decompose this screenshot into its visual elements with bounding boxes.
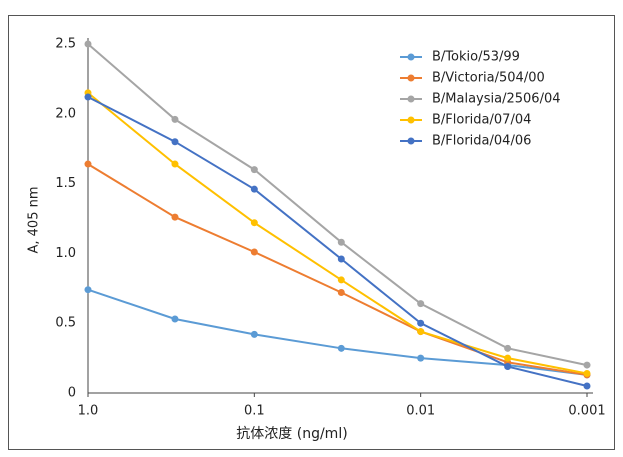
data-point — [250, 330, 258, 338]
data-point — [171, 213, 179, 221]
legend-label: B/Tokio/53/99 — [432, 50, 520, 65]
x-tick-label: 0.001 — [568, 404, 605, 419]
y-tick-label: 1.5 — [55, 176, 76, 191]
data-point — [171, 115, 179, 123]
y-tick-label: 0 — [68, 386, 76, 401]
x-tick-label: 0.1 — [244, 404, 265, 419]
data-point — [504, 354, 512, 362]
legend-marker — [407, 116, 415, 124]
data-point — [417, 300, 425, 308]
data-point — [84, 93, 92, 101]
data-point — [583, 382, 591, 390]
data-point — [171, 315, 179, 323]
data-point — [417, 319, 425, 327]
data-point — [337, 344, 345, 352]
legend-label: B/Florida/04/06 — [432, 134, 531, 149]
data-point — [337, 238, 345, 246]
data-point — [583, 361, 591, 369]
data-point — [171, 138, 179, 146]
data-point — [84, 40, 92, 48]
data-point — [250, 248, 258, 256]
data-point — [504, 344, 512, 352]
legend-marker — [407, 137, 415, 145]
legend-marker — [407, 95, 415, 103]
data-point — [337, 255, 345, 263]
legend-label: B/Florida/07/04 — [432, 113, 531, 128]
data-point — [171, 160, 179, 168]
legend-label: B/Victoria/504/00 — [432, 71, 545, 86]
y-tick-label: 2.0 — [55, 106, 76, 121]
chart-frame — [8, 15, 615, 450]
y-tick-label: 2.5 — [55, 37, 76, 52]
legend-label: B/Malaysia/2506/04 — [432, 92, 561, 107]
data-point — [250, 166, 258, 174]
data-point — [250, 185, 258, 193]
y-tick-label: 0.5 — [55, 316, 76, 331]
x-tick-label: 0.01 — [406, 404, 435, 419]
x-axis-label: 抗体浓度 (ng/ml) — [236, 426, 347, 442]
x-tick-label: 1.0 — [78, 404, 99, 419]
data-point — [337, 288, 345, 296]
data-point — [583, 369, 591, 377]
y-axis-label: A, 405 nm — [27, 186, 42, 253]
legend-marker — [407, 53, 415, 61]
data-point — [250, 219, 258, 227]
legend-marker — [407, 74, 415, 82]
data-point — [417, 328, 425, 336]
data-point — [504, 362, 512, 370]
data-point — [337, 276, 345, 284]
data-point — [84, 160, 92, 168]
data-point — [84, 286, 92, 294]
y-tick-label: 1.0 — [55, 246, 76, 261]
data-point — [417, 354, 425, 362]
